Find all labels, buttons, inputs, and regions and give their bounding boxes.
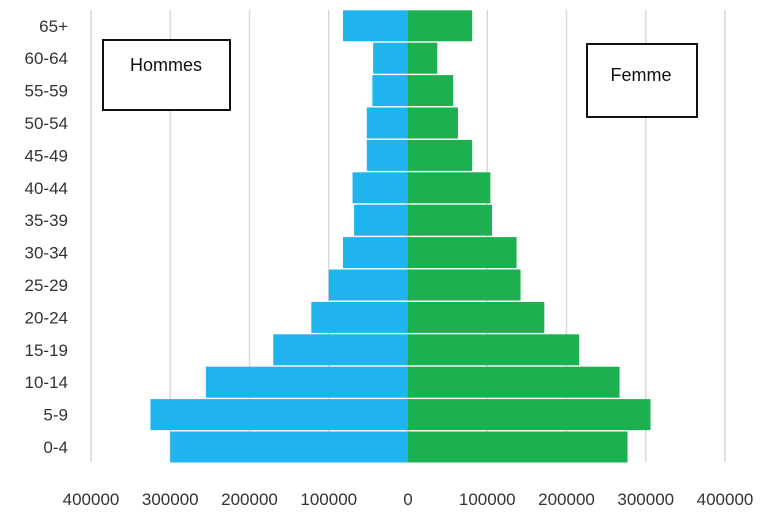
bar-hommes — [352, 172, 408, 204]
bar-hommes — [311, 301, 408, 333]
bar-hommes — [343, 10, 408, 42]
bar-hommes — [343, 237, 408, 269]
legend-box-femme — [586, 43, 698, 118]
x-tick-label: 0 — [403, 490, 412, 509]
x-tick-label: 100000 — [300, 490, 357, 509]
bar-hommes — [372, 75, 408, 107]
category-label: 10-14 — [25, 373, 68, 392]
x-tick-label: 200000 — [538, 490, 595, 509]
bar-femme — [408, 301, 545, 333]
x-tick-label: 300000 — [142, 490, 199, 509]
category-label: 55-59 — [25, 82, 68, 101]
bar-femme — [408, 237, 517, 269]
bar-femme — [408, 107, 458, 139]
legend: Hommes Femme — [102, 39, 698, 118]
x-tick-labels: 400000 300000 200000 100000 0 100000 200000 300… — [63, 490, 754, 509]
x-tick-label: 300000 — [617, 490, 674, 509]
x-tick-label: 200000 — [221, 490, 278, 509]
x-tick-label: 100000 — [459, 490, 516, 509]
legend-box-hommes — [102, 39, 231, 111]
bar-femme — [408, 139, 473, 171]
bar-hommes — [366, 139, 408, 171]
bar-hommes — [273, 334, 408, 366]
category-label: 25-29 — [25, 276, 68, 295]
bar-hommes — [205, 366, 408, 398]
bar-hommes — [328, 269, 408, 301]
category-label: 20-24 — [25, 308, 68, 327]
legend-label-femme: Femme — [610, 65, 671, 85]
x-tick-label: 400000 — [63, 490, 120, 509]
category-label: 0-4 — [43, 438, 68, 457]
bar-femme — [408, 42, 438, 74]
bar-hommes — [150, 399, 408, 431]
bars — [150, 10, 651, 463]
legend-label-hommes: Hommes — [130, 55, 202, 75]
category-label: 45-49 — [25, 146, 68, 165]
x-tick-label: 400000 — [697, 490, 754, 509]
category-label: 65+ — [39, 17, 68, 36]
bar-femme — [408, 334, 580, 366]
category-label: 35-39 — [25, 211, 68, 230]
bar-femme — [408, 431, 628, 463]
category-label: 40-44 — [25, 179, 68, 198]
bar-femme — [408, 10, 473, 42]
category-label: 50-54 — [25, 114, 68, 133]
bar-femme — [408, 366, 620, 398]
bar-hommes — [354, 204, 408, 236]
bar-femme — [408, 399, 651, 431]
category-label: 60-64 — [25, 49, 68, 68]
bar-femme — [408, 269, 521, 301]
bar-femme — [408, 75, 454, 107]
category-label: 30-34 — [25, 244, 68, 263]
bar-hommes — [366, 107, 408, 139]
bar-hommes — [373, 42, 408, 74]
category-labels: 0-4 5-9 10-14 15-19 20-24 25-29 30-34 35-39 40-4… — [25, 17, 69, 457]
bar-femme — [408, 172, 491, 204]
bar-hommes — [170, 431, 408, 463]
category-label: 15-19 — [25, 341, 68, 360]
bar-femme — [408, 204, 493, 236]
category-label: 5-9 — [43, 406, 68, 425]
